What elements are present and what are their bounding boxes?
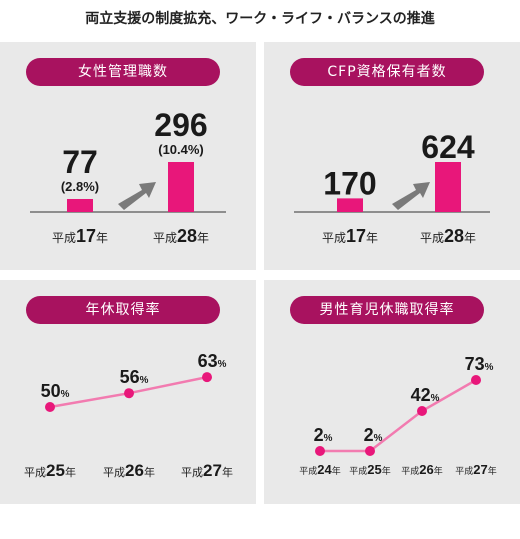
value-label: 170 xyxy=(323,165,376,201)
data-point xyxy=(45,402,55,412)
value-label: 63% xyxy=(198,351,227,371)
series-line xyxy=(320,378,477,453)
panel-title: 女性管理職数 xyxy=(26,58,220,86)
value-label: 296 xyxy=(154,107,207,143)
category-label: 平成24年 xyxy=(299,462,341,477)
panel-title: 年休取得率 xyxy=(26,296,220,324)
category-label: 平成25年 xyxy=(349,462,391,477)
value-label: 2% xyxy=(364,425,383,445)
panel-cfp-holders: CFP資格保有者数 170 平成17年 624 平成28年 xyxy=(264,42,520,270)
data-point xyxy=(471,375,481,385)
sub-label: (2.8%) xyxy=(61,179,99,194)
growth-arrow-icon xyxy=(118,182,156,210)
bar xyxy=(168,162,194,212)
category-label: 平成25年 xyxy=(24,461,76,480)
panel-female-managers: 女性管理職数 (2.8%) 77 平成17年 (10.4%) 296 平成28年 xyxy=(0,42,256,270)
value-label: 73% xyxy=(465,354,494,374)
chart-annual-leave: 50% 平成25年 56% 平成26年 63% 平成27年 xyxy=(24,351,233,480)
category-label: 平成26年 xyxy=(401,462,443,477)
data-point xyxy=(365,446,375,456)
category-label: 平成27年 xyxy=(455,462,497,477)
category-label: 平成26年 xyxy=(103,461,155,480)
chart-paternity-leave: 2% 平成24年 2% 平成25年 42% 平成26年 73% 平成27年 xyxy=(299,354,497,477)
panel-title: 男性育児休職取得率 xyxy=(290,296,484,324)
bar xyxy=(67,198,93,212)
value-label: 2% xyxy=(314,425,333,445)
chart-female-managers: (2.8%)77 平成17年 (10.4%)296 平成28年 xyxy=(30,107,226,246)
category-label: 平成17年 xyxy=(322,226,378,246)
bar xyxy=(337,198,363,212)
page-title: 両立支援の制度拡充、ワーク・ライフ・バランスの推進 xyxy=(85,11,435,27)
panel-annual-leave: 年休取得率 50% 平成25年 56% 平成26年 63% 平成27年 xyxy=(0,280,256,504)
value-label: 56% xyxy=(120,367,149,387)
data-point xyxy=(315,446,325,456)
category-label: 平成27年 xyxy=(181,461,233,480)
data-point xyxy=(124,388,134,399)
value-label: 42% xyxy=(411,385,440,405)
bar xyxy=(435,162,461,212)
panel-title: CFP資格保有者数 xyxy=(290,58,484,86)
category-label: 平成17年 xyxy=(52,226,108,246)
value-label: 50% xyxy=(41,381,70,401)
category-label: 平成28年 xyxy=(420,226,476,246)
sub-label: (10.4%) xyxy=(158,142,204,157)
value-label: 77 xyxy=(62,144,98,180)
data-point xyxy=(202,372,212,383)
value-label: 624 xyxy=(421,129,475,165)
growth-arrow-icon xyxy=(392,182,430,210)
panel-paternity-leave: 男性育児休職取得率 2% 平成24年 2% 平成25年 42% 平成26年 73% 平成27年 xyxy=(264,280,520,504)
data-point xyxy=(417,406,427,416)
category-label: 平成28年 xyxy=(153,226,209,246)
chart-cfp-holders: 170 平成17年 624 平成28年 xyxy=(294,129,490,246)
